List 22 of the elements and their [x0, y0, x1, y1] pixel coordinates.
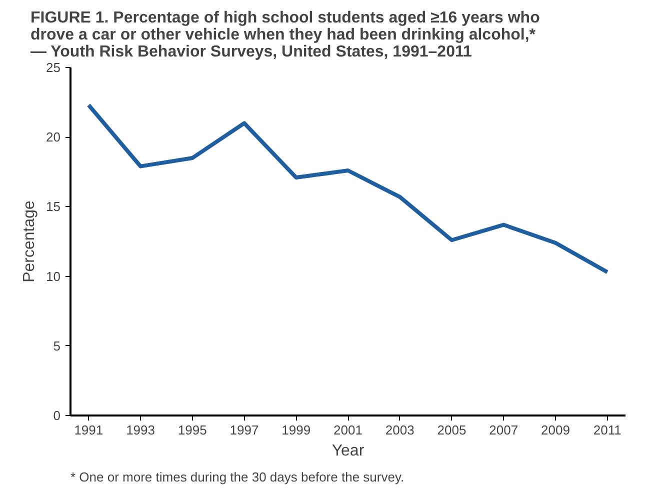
- y-axis-title: Percentage: [21, 200, 38, 282]
- x-tick-label: 1999: [282, 422, 311, 438]
- x-tick-label: 2003: [385, 422, 414, 438]
- x-tick-label: 2007: [489, 422, 518, 438]
- text: * One or more times during the 30 days before the survey.: [70, 470, 404, 484]
- y-tick-label: 5: [53, 338, 61, 354]
- x-tick-label: 2005: [437, 422, 466, 438]
- line-series: [86, 103, 610, 274]
- x-tick-label: 2009: [541, 422, 570, 438]
- chart-title: FIGURE 1. Percentage of high school students aged ≥16 years who drove a car or other vehicle when they had been drinking alcohol,* — Youth Risk Behavior Surveys, United States, 1991–2011: [30, 10, 540, 60]
- y-tick-label: 10: [46, 268, 61, 284]
- x-tick-label: 1997: [230, 422, 259, 438]
- x-axis-title: Year: [332, 442, 365, 460]
- y-tick-label: 15: [46, 199, 61, 214]
- x-tick-label: 2001: [334, 422, 362, 438]
- x-tick-label: 1993: [126, 422, 155, 438]
- y-tick-label: 0: [53, 408, 61, 423]
- x-tick-label: 1995: [178, 422, 207, 438]
- y-tick-label: 25: [46, 60, 61, 75]
- x-tick-label: 2011: [593, 422, 622, 438]
- x-tick-label: 1991: [74, 422, 104, 438]
- y-tick-label: 20: [46, 130, 61, 145]
